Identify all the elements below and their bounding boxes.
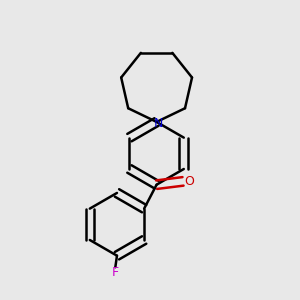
Text: O: O [184, 175, 194, 188]
Text: N: N [154, 117, 163, 130]
Text: F: F [112, 266, 119, 279]
